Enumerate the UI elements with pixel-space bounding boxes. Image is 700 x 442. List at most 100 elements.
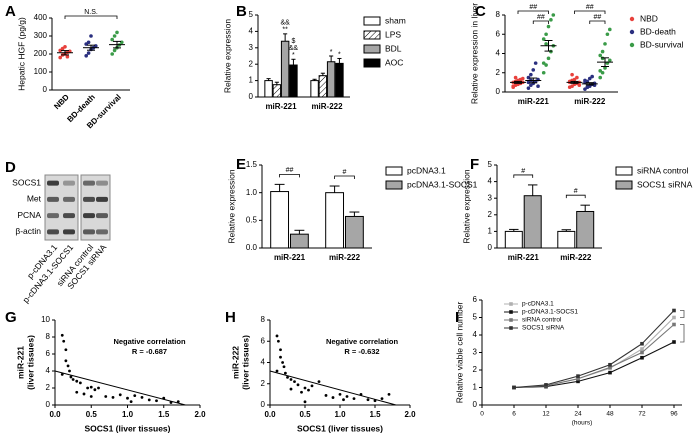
y-tick-label: 1 — [473, 383, 478, 392]
x-axis-label: (hours) — [572, 420, 593, 427]
y-tick-label: 4 — [473, 330, 478, 339]
data-point — [546, 56, 551, 61]
data-point — [86, 386, 90, 390]
data-point — [112, 48, 117, 53]
blot-panel — [80, 174, 111, 241]
y-tick-label: 0 — [488, 243, 493, 252]
data-point — [60, 373, 64, 376]
y-tick-label: 8 — [46, 332, 51, 341]
y-tick-label: 1 — [488, 227, 493, 236]
legend-label: AOC — [385, 57, 403, 67]
significance-mark: * — [330, 49, 333, 56]
data-point — [65, 54, 70, 59]
legend-label: p-cDNA3.1 — [522, 301, 554, 308]
bracket-label: # — [574, 188, 578, 195]
data-point — [529, 83, 533, 88]
data-point — [576, 374, 580, 378]
data-point — [640, 347, 644, 351]
data-point — [277, 339, 280, 343]
bracket — [334, 175, 355, 180]
data-point — [549, 18, 553, 22]
data-point — [570, 84, 574, 89]
y-tick-label: 8 — [496, 10, 501, 19]
data-point — [64, 359, 68, 363]
x-tick-label: 6 — [512, 411, 516, 418]
blot-band — [96, 196, 108, 202]
bracket-label: ## — [586, 4, 594, 11]
legend-swatch — [363, 16, 381, 26]
x-tick-label: 1.0 — [334, 410, 346, 419]
data-point — [296, 383, 300, 387]
y-axis-label: miR-221 — [15, 346, 25, 379]
legend-label: SOCS1 siRNA — [522, 325, 565, 332]
panel-letter: G — [5, 309, 17, 326]
significance-mark: $ — [291, 38, 295, 45]
y-axis-label: Relative expression — [226, 169, 236, 243]
data-point — [275, 334, 279, 338]
data-point — [544, 42, 548, 46]
y-tick-label: 0.0 — [246, 243, 258, 252]
y-axis-label: Relative viable cell number — [454, 302, 464, 404]
data-point — [544, 63, 548, 67]
data-point — [282, 365, 286, 369]
data-point — [380, 397, 384, 401]
blot-band — [83, 180, 95, 186]
y-tick-label: 6 — [261, 336, 266, 345]
x-tick-label: miR-221 — [508, 253, 540, 262]
blot-band — [63, 213, 75, 219]
data-point — [541, 61, 546, 65]
trend-line — [269, 370, 397, 406]
bar — [272, 84, 282, 98]
data-point — [317, 380, 321, 384]
legend-marker — [509, 318, 513, 322]
data-point — [89, 395, 93, 398]
legend-label: siRNA control — [637, 165, 689, 175]
x-axis-label: SOCS1 (liver tissues) — [85, 423, 171, 433]
data-point — [544, 32, 548, 37]
y-tick-label: 6 — [496, 29, 501, 38]
y-tick-label: 3 — [249, 43, 254, 52]
data-point — [576, 379, 580, 384]
panel-letter: F — [470, 156, 479, 173]
data-point — [78, 381, 82, 385]
bar — [318, 75, 328, 98]
x-tick-label: 2.0 — [194, 410, 206, 419]
data-point — [536, 84, 540, 89]
panel-letter: B — [236, 3, 247, 20]
data-point — [62, 339, 66, 343]
data-point — [293, 380, 296, 384]
data-point — [307, 388, 310, 392]
y-tick-label: 4 — [46, 366, 51, 375]
y-tick-label: 4 — [261, 358, 266, 367]
data-point — [366, 398, 370, 402]
data-point — [572, 77, 577, 82]
bracket-label: ## — [593, 14, 601, 21]
data-point — [598, 75, 603, 80]
data-point — [126, 396, 129, 400]
y-tick-label: 1 — [249, 76, 254, 85]
data-point — [324, 394, 328, 397]
bar — [325, 192, 345, 249]
y-tick-label: 400 — [34, 13, 48, 22]
legend-label: SOCS1 siRNA — [637, 179, 693, 189]
bar — [557, 230, 576, 249]
row-label: SOCS1 — [12, 177, 41, 187]
y-tick-label: 100 — [34, 67, 48, 76]
legend-label: sham — [385, 15, 406, 25]
annotation: Negative correlation — [326, 337, 399, 346]
row-label: PCNA — [17, 210, 41, 220]
y-tick-label: 4 — [488, 177, 493, 186]
bar — [264, 80, 273, 98]
x-tick-label: 48 — [606, 411, 614, 418]
y-tick-label: 3 — [473, 348, 478, 357]
y-tick-label: 5 — [488, 160, 493, 169]
legend-marker — [629, 29, 635, 35]
legend-label: NBD — [640, 13, 658, 23]
data-point — [512, 385, 516, 390]
bracket-label: ## — [529, 4, 537, 11]
data-point — [373, 399, 377, 403]
x-tick-label: 2.0 — [404, 410, 416, 419]
data-point — [303, 400, 307, 404]
data-point — [93, 388, 97, 392]
bracket — [517, 10, 549, 14]
